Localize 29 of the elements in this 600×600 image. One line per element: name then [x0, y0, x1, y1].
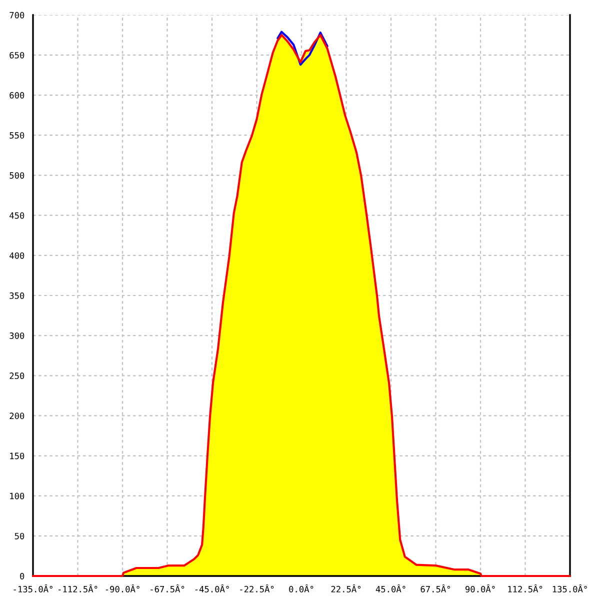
y-tick-label: 50 — [14, 532, 24, 540]
y-tick-label: 350 — [10, 292, 24, 299]
y-tick-label: 550 — [10, 132, 24, 139]
x-tick-label: 45.0Â° — [376, 584, 406, 592]
y-tick-label: 500 — [10, 172, 24, 179]
y-tick-label: 650 — [10, 52, 24, 58]
y-tick-label: 200 — [10, 412, 24, 420]
x-tick-label: 112.5Â° — [508, 584, 542, 592]
x-tick-label: 22.5Â° — [331, 584, 361, 592]
x-tick-label: -135.0Â° — [14, 584, 52, 592]
y-tick-label: 300 — [10, 332, 24, 339]
y-tick-label: 400 — [10, 252, 24, 259]
x-tick-label: -67.5Â° — [150, 584, 184, 592]
x-tick-label: 90.0Â° — [465, 584, 495, 592]
y-tick-label: 150 — [10, 452, 24, 460]
line-series — [276, 30, 328, 66]
y-tick-label: 100 — [10, 492, 24, 500]
x-tick-label: 0.0Â° — [289, 584, 314, 592]
x-tick-label: -45.0Â° — [195, 584, 229, 592]
y-tick-label: 250 — [10, 372, 24, 380]
x-tick-label: -22.5Â° — [240, 584, 274, 592]
y-tick-label: 700 — [10, 12, 24, 18]
x-tick-label: -90.0Â° — [106, 584, 140, 592]
y-tick-label: 450 — [10, 212, 24, 219]
x-tick-label: -112.5Â° — [58, 584, 98, 592]
x-tick-label: 135.0Â° — [552, 584, 587, 592]
y-tick-label: 0 — [20, 572, 24, 580]
y-tick-label: 600 — [10, 92, 24, 99]
x-tick-label: 67.5Â° — [420, 584, 450, 592]
